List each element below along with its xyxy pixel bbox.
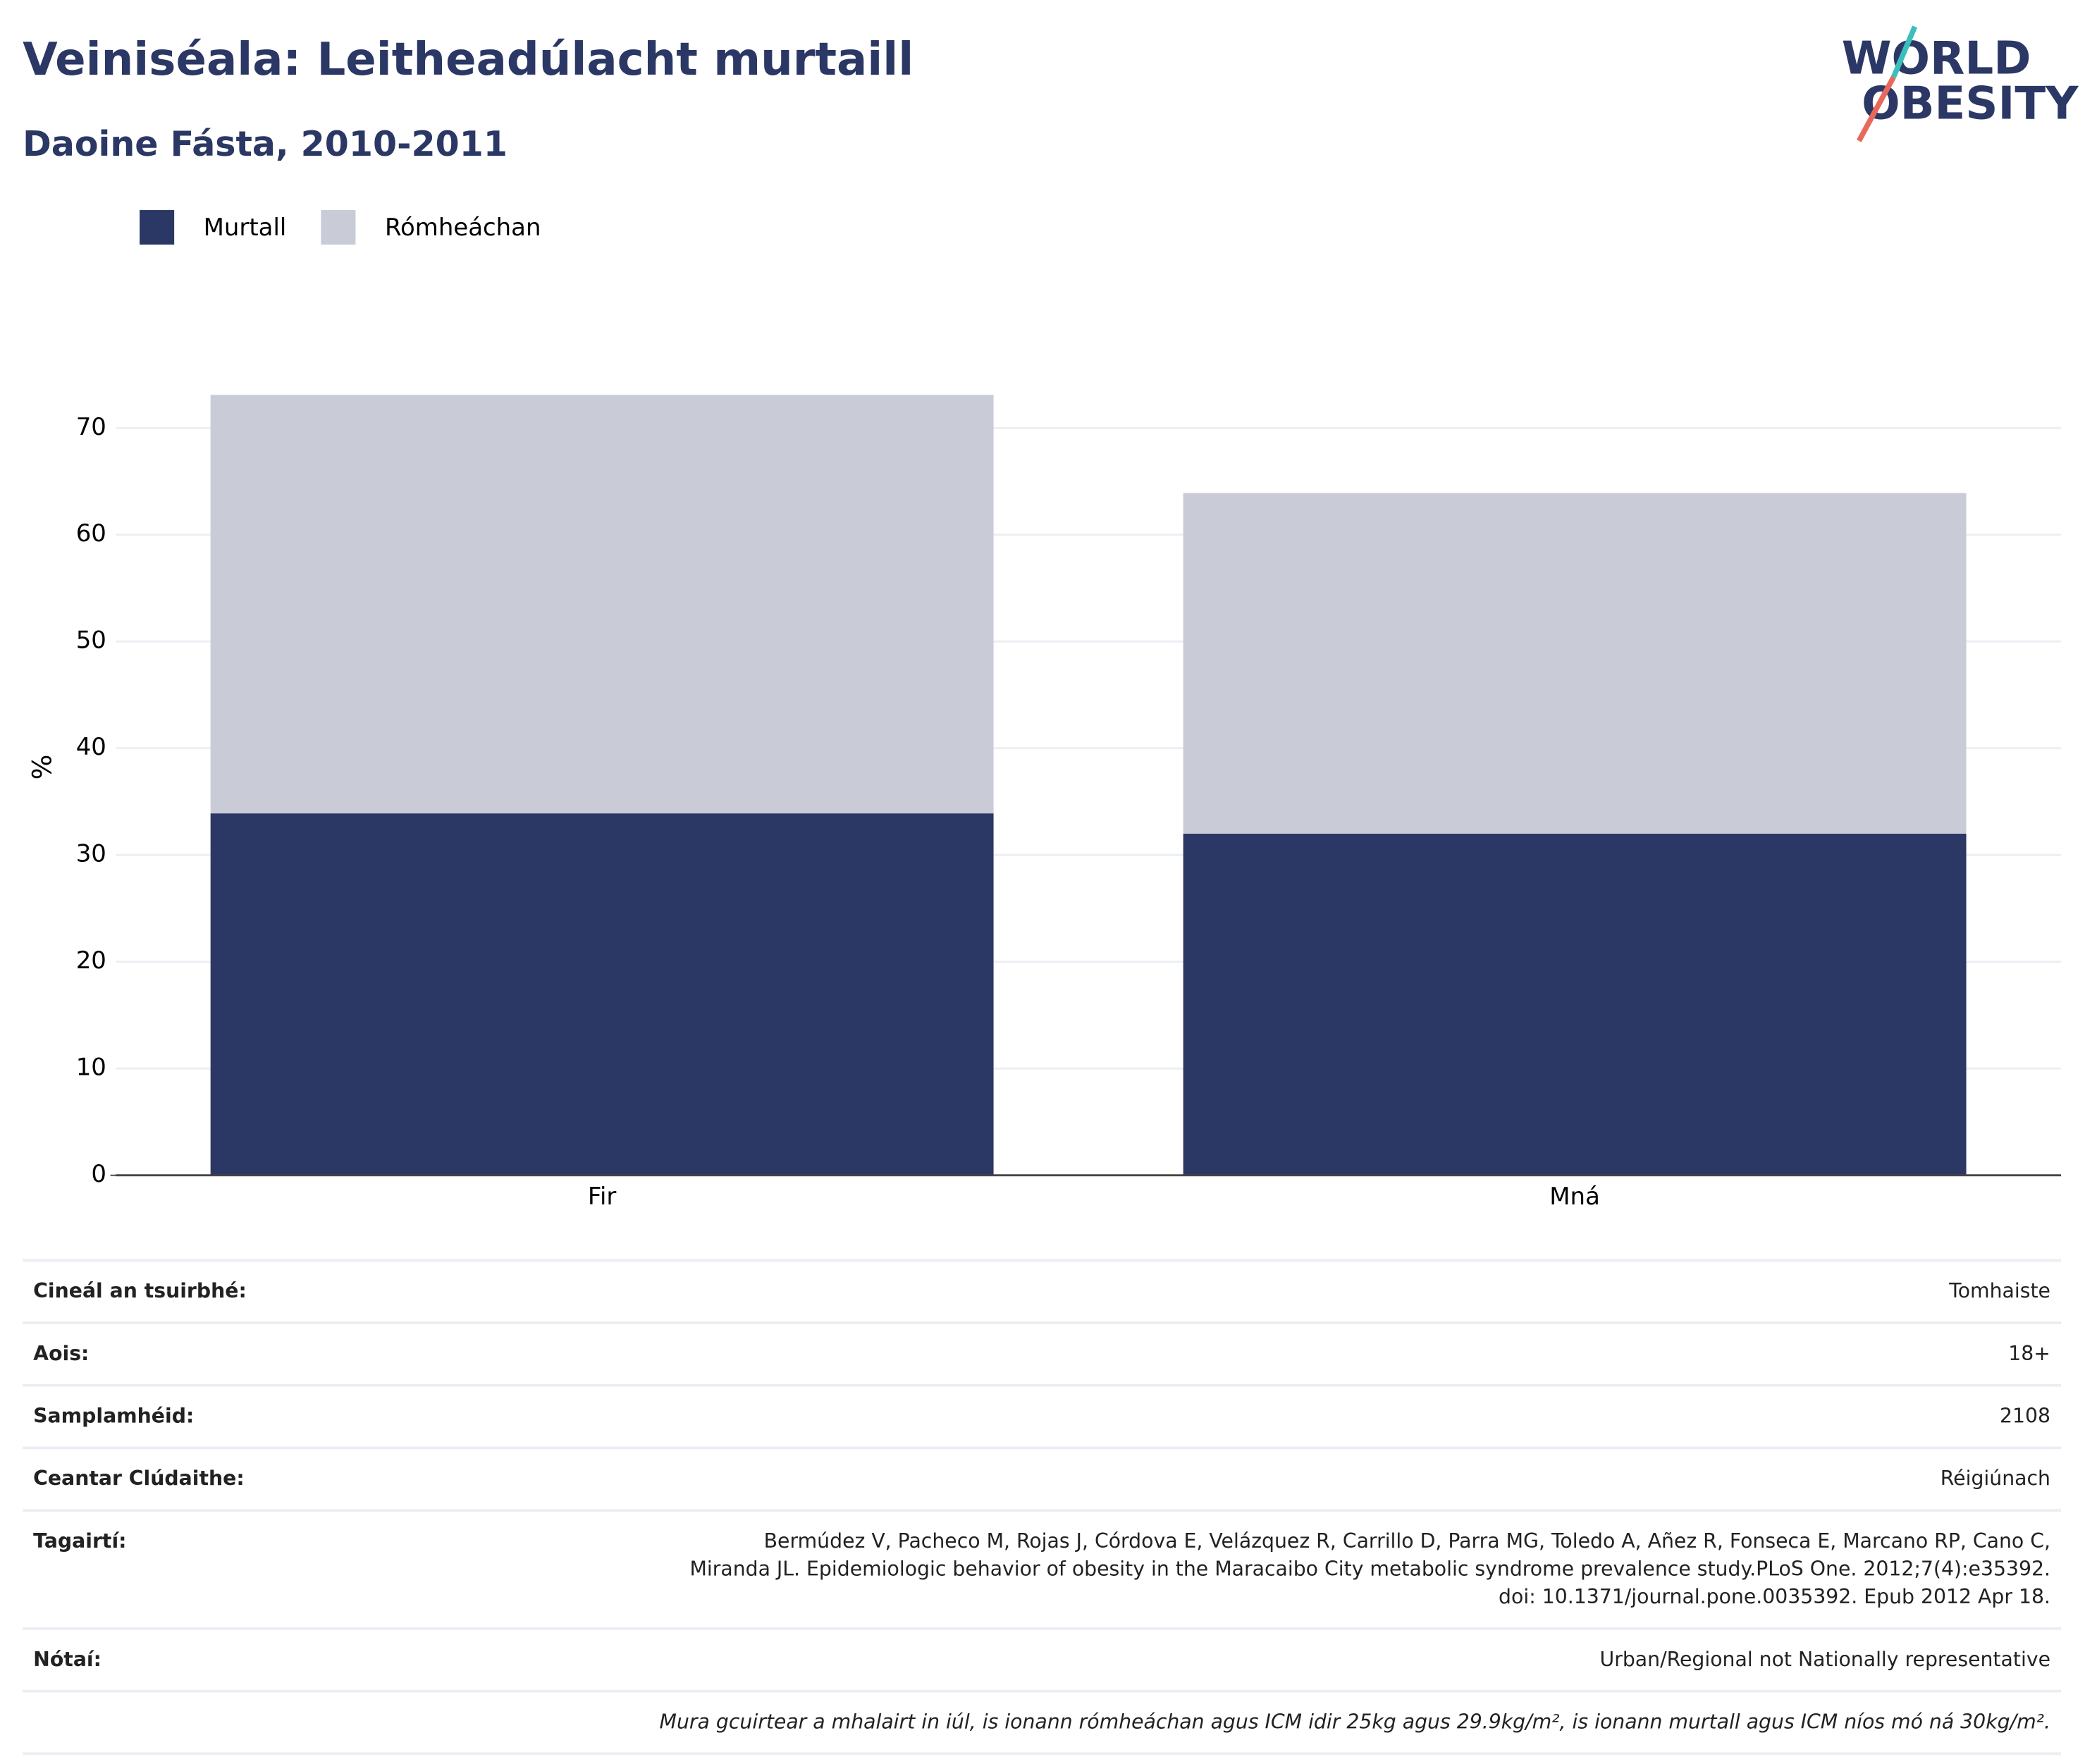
- info-table: Cineál an tsuirbhé: Tomhaiste Aois: 18+ Samp…: [23, 1259, 2062, 1756]
- row-label: Nótaí:: [33, 1647, 102, 1672]
- row-value: Réigiúnach: [1940, 1466, 2050, 1491]
- table-row: Aois: 18+: [23, 1321, 2062, 1384]
- y-tick-label: 0: [91, 1160, 106, 1188]
- table-row: Ceantar Clúdaithe: Réigiúnach: [23, 1446, 2062, 1510]
- x-tick-label: Fir: [588, 1183, 616, 1211]
- y-tick-label: 70: [76, 413, 106, 441]
- row-label: Samplamhéid:: [33, 1404, 195, 1429]
- table-row: Cineál an tsuirbhé: Tomhaiste: [23, 1259, 2062, 1322]
- legend-swatch: [140, 210, 175, 245]
- row-label: Ceantar Clúdaithe:: [33, 1466, 245, 1491]
- row-value: Urban/Regional not Nationally representa…: [1599, 1647, 2050, 1672]
- row-label: Tagairtí:: [33, 1529, 127, 1553]
- y-tick-label: 20: [76, 946, 106, 975]
- chart-title: Veiniséala: Leitheadúlacht murtaill: [23, 33, 914, 86]
- row-value-line: doi: 10.1371/journal.pone.0035392. Epub …: [1499, 1584, 2050, 1609]
- y-tick-label: 10: [76, 1054, 106, 1082]
- x-tick-label: Mná: [1549, 1183, 1600, 1211]
- table-row: Nótaí: Urban/Regional not Nationally repr…: [23, 1627, 2062, 1690]
- logo-slash: [1857, 75, 1896, 142]
- y-axis-label: %: [27, 755, 58, 780]
- chart-subtitle: Daoine Fásta, 2010-2011: [23, 123, 508, 164]
- bar-segment: [1183, 493, 1967, 834]
- row-value: Bermúdez V, Pacheco M, Rojas J, Córdova …: [689, 1528, 2050, 1612]
- y-tick-label: 50: [76, 627, 106, 655]
- row-label: Cineál an tsuirbhé:: [33, 1278, 247, 1303]
- bar-segment: [210, 813, 994, 1176]
- logo-text: OBESITY: [1862, 77, 2079, 130]
- row-value: Tomhaiste: [1949, 1278, 2050, 1303]
- bar-segment: [210, 395, 994, 814]
- footnote: Mura gcuirtear a mhalairt in iúl, is ion…: [23, 1689, 2062, 1756]
- row-value: 2108: [1999, 1404, 2050, 1429]
- row-value-line: Bermúdez V, Pacheco M, Rojas J, Córdova …: [763, 1529, 2050, 1553]
- y-tick-label: 40: [76, 733, 106, 761]
- y-tick-label: 60: [76, 519, 106, 548]
- bar-segment: [1183, 833, 1967, 1176]
- footnote-text: Mura gcuirtear a mhalairt in iúl, is ion…: [659, 1710, 2050, 1734]
- legend-swatch: [321, 210, 356, 245]
- chart: Veiniséala: Leitheadúlacht murtaill Daoi…: [23, 25, 2079, 1211]
- y-tick-label: 30: [76, 840, 106, 868]
- logo-text: WORLD: [1842, 32, 2031, 85]
- table-row: Tagairtí: Bermúdez V, Pacheco M, Rojas J,…: [23, 1509, 2062, 1627]
- logo-slash: [1890, 25, 1918, 78]
- row-label: Aois:: [33, 1341, 90, 1366]
- row-value-line: Miranda JL. Epidemiologic behavior of ob…: [689, 1557, 2050, 1581]
- legend-label: Murtall: [204, 214, 287, 242]
- row-value: 18+: [2008, 1341, 2050, 1366]
- table-row: Samplamhéid: 2108: [23, 1383, 2062, 1447]
- legend-label: Rómheáchan: [385, 214, 541, 242]
